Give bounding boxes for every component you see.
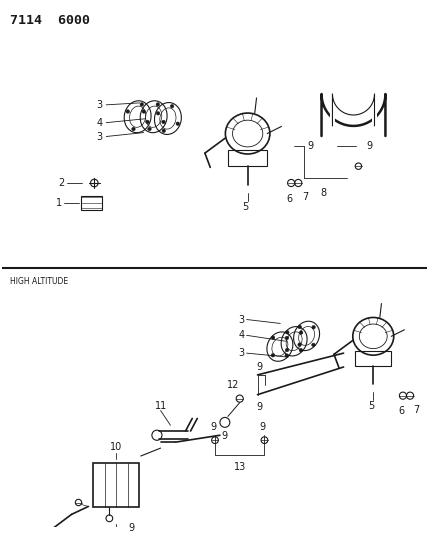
Circle shape: [132, 127, 135, 131]
Circle shape: [156, 103, 160, 106]
Text: 12: 12: [227, 380, 240, 390]
Bar: [228, 150, 267, 166]
Bar: [81, 196, 102, 210]
Text: 9: 9: [257, 401, 263, 411]
Text: 6: 6: [398, 407, 404, 416]
Circle shape: [299, 331, 303, 334]
Text: 1: 1: [55, 198, 62, 208]
Circle shape: [162, 129, 166, 133]
Circle shape: [312, 326, 315, 329]
Circle shape: [142, 110, 145, 114]
Circle shape: [285, 348, 289, 352]
Circle shape: [286, 330, 289, 334]
Text: 3: 3: [96, 100, 102, 110]
Text: 5: 5: [368, 401, 375, 410]
Text: 9: 9: [222, 431, 228, 441]
Text: 6: 6: [286, 194, 292, 204]
Circle shape: [148, 127, 151, 131]
Text: 3: 3: [239, 348, 245, 358]
Text: 9: 9: [128, 523, 134, 533]
Circle shape: [126, 110, 130, 114]
Circle shape: [298, 325, 302, 329]
Text: 8: 8: [321, 188, 327, 198]
Circle shape: [271, 353, 275, 357]
Text: HIGH ALTITUDE: HIGH ALTITUDE: [10, 277, 68, 286]
Text: 2: 2: [58, 178, 65, 188]
Text: 4: 4: [239, 330, 245, 341]
Text: 13: 13: [234, 462, 246, 472]
Circle shape: [156, 111, 160, 115]
Text: 7: 7: [414, 405, 420, 415]
Text: 9: 9: [210, 422, 216, 432]
Text: 7114  6000: 7114 6000: [10, 14, 90, 27]
Text: 3: 3: [239, 314, 245, 325]
Circle shape: [162, 120, 165, 124]
Text: 11: 11: [154, 401, 167, 410]
Text: 9: 9: [366, 141, 372, 151]
Circle shape: [146, 120, 149, 124]
Text: 9: 9: [260, 422, 266, 432]
Circle shape: [298, 343, 301, 346]
Text: 7: 7: [302, 192, 308, 202]
Bar: [93, 463, 139, 506]
Circle shape: [271, 336, 275, 340]
Circle shape: [140, 103, 144, 106]
Text: 9: 9: [257, 362, 263, 372]
Circle shape: [285, 336, 289, 340]
Text: 10: 10: [110, 442, 122, 452]
Circle shape: [170, 104, 174, 108]
Circle shape: [285, 354, 288, 357]
Text: 3: 3: [96, 132, 102, 141]
Bar: [355, 351, 391, 366]
Text: 5: 5: [242, 201, 249, 212]
Text: 4: 4: [96, 118, 102, 128]
Circle shape: [176, 122, 179, 125]
Circle shape: [311, 343, 315, 346]
Text: 9: 9: [307, 141, 313, 151]
Circle shape: [299, 349, 303, 352]
